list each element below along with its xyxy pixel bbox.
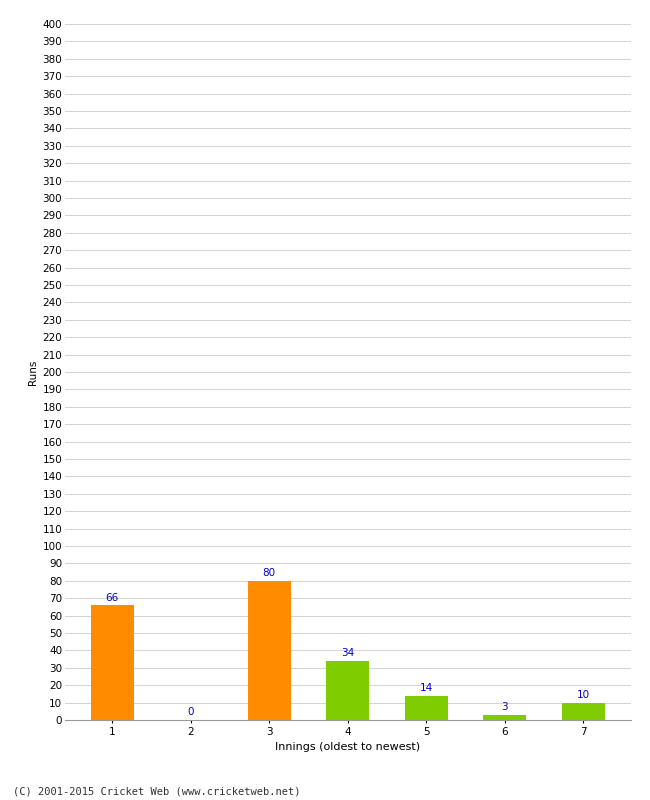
Text: 3: 3 — [502, 702, 508, 712]
Bar — [326, 661, 369, 720]
Text: (C) 2001-2015 Cricket Web (www.cricketweb.net): (C) 2001-2015 Cricket Web (www.cricketwe… — [13, 786, 300, 796]
Bar — [248, 581, 291, 720]
Text: 66: 66 — [105, 593, 119, 602]
Text: 0: 0 — [187, 707, 194, 718]
Bar — [562, 702, 605, 720]
Text: 10: 10 — [577, 690, 590, 700]
Text: 80: 80 — [263, 568, 276, 578]
Y-axis label: Runs: Runs — [29, 359, 38, 385]
Bar — [405, 696, 448, 720]
Text: 14: 14 — [420, 683, 433, 693]
Bar — [90, 605, 134, 720]
Bar — [483, 714, 526, 720]
Text: 34: 34 — [341, 648, 354, 658]
X-axis label: Innings (oldest to newest): Innings (oldest to newest) — [275, 742, 421, 753]
